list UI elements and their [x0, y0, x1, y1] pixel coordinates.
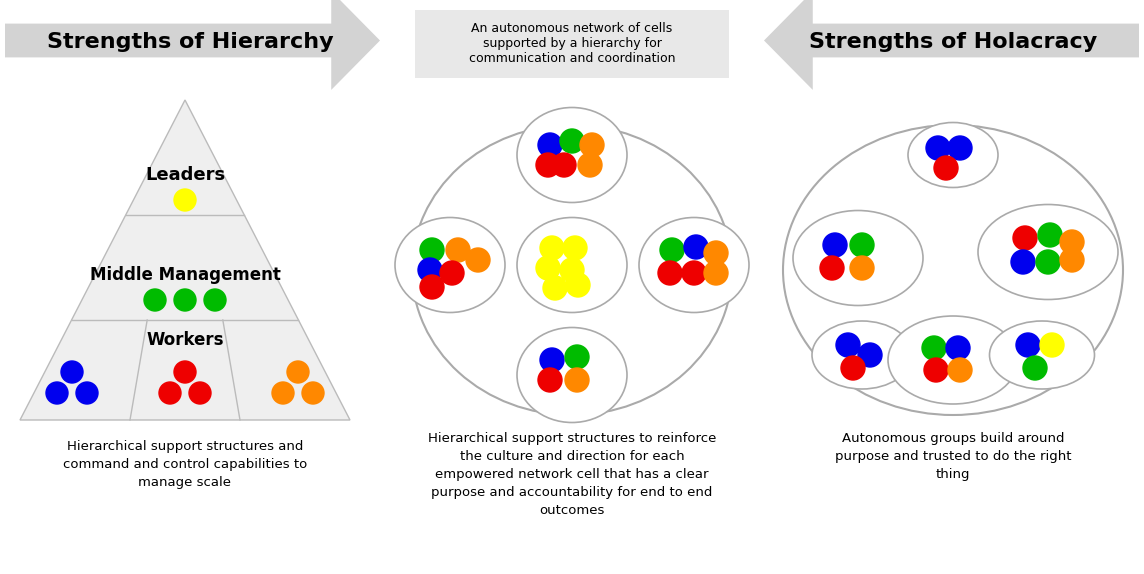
- Circle shape: [948, 136, 972, 160]
- Circle shape: [684, 235, 708, 259]
- Circle shape: [823, 233, 847, 257]
- Ellipse shape: [517, 218, 627, 312]
- Circle shape: [1060, 248, 1085, 272]
- Circle shape: [704, 261, 728, 285]
- Circle shape: [580, 133, 604, 157]
- Circle shape: [682, 261, 706, 285]
- Text: Strengths of Hierarchy: Strengths of Hierarchy: [47, 32, 333, 52]
- Circle shape: [418, 258, 442, 282]
- Circle shape: [1011, 250, 1035, 274]
- Text: Strengths of Holacracy: Strengths of Holacracy: [809, 32, 1097, 52]
- Ellipse shape: [812, 321, 912, 389]
- Circle shape: [538, 133, 562, 157]
- Circle shape: [934, 156, 958, 180]
- Polygon shape: [19, 100, 350, 420]
- Circle shape: [578, 153, 602, 177]
- Circle shape: [174, 361, 196, 383]
- Circle shape: [540, 348, 564, 372]
- Text: An autonomous network of cells
supported by a hierarchy for
communication and co: An autonomous network of cells supported…: [469, 21, 675, 64]
- Circle shape: [174, 189, 196, 211]
- Circle shape: [561, 258, 583, 282]
- Text: Hierarchical support structures to reinforce
the culture and direction for each
: Hierarchical support structures to reinf…: [428, 432, 716, 517]
- Circle shape: [841, 356, 865, 380]
- Polygon shape: [5, 0, 380, 90]
- Circle shape: [76, 382, 98, 404]
- Circle shape: [466, 248, 490, 272]
- Circle shape: [563, 236, 587, 260]
- Circle shape: [537, 153, 561, 177]
- Text: Leaders: Leaders: [145, 166, 225, 184]
- Circle shape: [924, 358, 948, 382]
- Circle shape: [189, 382, 210, 404]
- Ellipse shape: [412, 125, 732, 415]
- Circle shape: [820, 256, 844, 280]
- Polygon shape: [764, 0, 1139, 90]
- Ellipse shape: [517, 107, 627, 203]
- Circle shape: [302, 382, 324, 404]
- Circle shape: [561, 129, 583, 153]
- Circle shape: [144, 289, 166, 311]
- Circle shape: [420, 275, 444, 299]
- Circle shape: [658, 261, 682, 285]
- Circle shape: [836, 333, 860, 357]
- Circle shape: [850, 256, 874, 280]
- Circle shape: [61, 361, 84, 383]
- Circle shape: [1036, 250, 1060, 274]
- Text: Hierarchical support structures and
command and control capabilities to
manage s: Hierarchical support structures and comm…: [63, 440, 307, 489]
- Ellipse shape: [888, 316, 1018, 404]
- Ellipse shape: [782, 125, 1123, 415]
- Circle shape: [565, 368, 589, 392]
- Ellipse shape: [990, 321, 1095, 389]
- Circle shape: [1023, 356, 1047, 380]
- Circle shape: [704, 241, 728, 265]
- Circle shape: [925, 136, 950, 160]
- Ellipse shape: [978, 204, 1118, 300]
- Text: Middle Management: Middle Management: [89, 266, 280, 284]
- Circle shape: [159, 382, 181, 404]
- Circle shape: [553, 153, 575, 177]
- Circle shape: [1012, 226, 1036, 250]
- Circle shape: [660, 238, 684, 262]
- Circle shape: [538, 368, 562, 392]
- Circle shape: [850, 233, 874, 257]
- Text: Workers: Workers: [146, 331, 224, 349]
- FancyBboxPatch shape: [415, 10, 729, 78]
- Circle shape: [537, 256, 561, 280]
- Circle shape: [565, 345, 589, 369]
- Circle shape: [46, 382, 67, 404]
- Ellipse shape: [517, 328, 627, 422]
- Ellipse shape: [639, 218, 749, 312]
- Circle shape: [858, 343, 882, 367]
- Circle shape: [420, 238, 444, 262]
- Circle shape: [566, 273, 590, 297]
- Circle shape: [922, 336, 946, 360]
- Circle shape: [1040, 333, 1064, 357]
- Circle shape: [287, 361, 309, 383]
- Circle shape: [543, 276, 567, 300]
- Circle shape: [540, 236, 564, 260]
- Ellipse shape: [793, 211, 923, 305]
- Circle shape: [440, 261, 464, 285]
- Circle shape: [446, 238, 470, 262]
- Circle shape: [1016, 333, 1040, 357]
- Ellipse shape: [908, 122, 998, 188]
- Circle shape: [948, 358, 972, 382]
- Ellipse shape: [395, 218, 505, 312]
- Circle shape: [946, 336, 970, 360]
- Text: Autonomous groups build around
purpose and trusted to do the right
thing: Autonomous groups build around purpose a…: [835, 432, 1071, 481]
- Circle shape: [1038, 223, 1062, 247]
- Circle shape: [272, 382, 294, 404]
- Circle shape: [204, 289, 227, 311]
- Circle shape: [174, 289, 196, 311]
- Circle shape: [1060, 230, 1085, 254]
